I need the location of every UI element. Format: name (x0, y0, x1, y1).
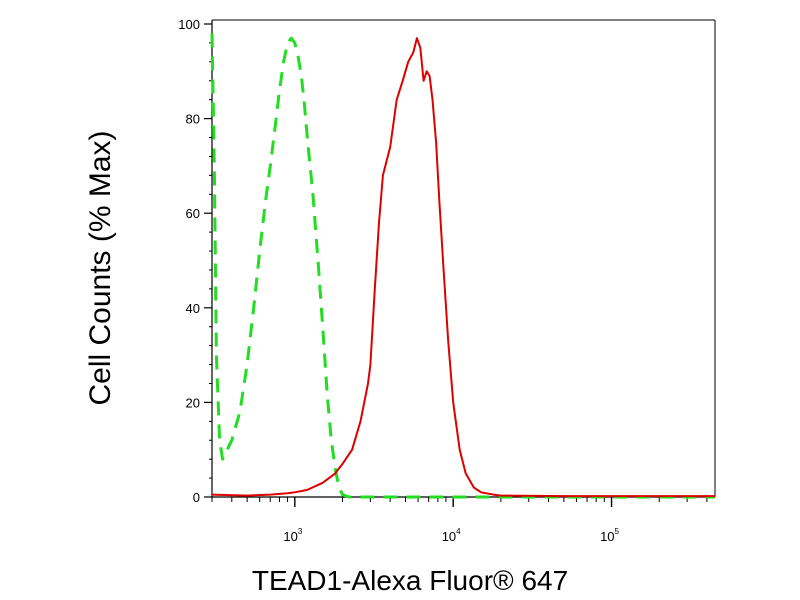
y-tick-label: 80 (186, 112, 200, 127)
y-tick-label: 40 (186, 301, 200, 316)
y-tick-label: 100 (178, 17, 200, 32)
x-tick-label: 103 (283, 527, 302, 544)
axes-group (211, 19, 716, 498)
y-axis-title: Cell Counts (% Max) (84, 130, 117, 405)
y-tick-label: 0 (193, 490, 200, 505)
x-axis-title: TEAD1-Alexa Fluor® 647 (252, 565, 568, 596)
x-ticks-group: 103 104 105 (211, 497, 708, 544)
control-histogram-line (210, 33, 715, 499)
y-ticks-group: 0 20 40 60 80 100 (178, 17, 212, 505)
y-tick-label: 20 (186, 395, 200, 410)
x-tick-label: 105 (600, 527, 619, 544)
sample-histogram-line (211, 37, 715, 498)
series-layer (210, 33, 715, 499)
x-tick-label: 104 (442, 527, 461, 544)
y-tick-label: 60 (186, 206, 200, 221)
